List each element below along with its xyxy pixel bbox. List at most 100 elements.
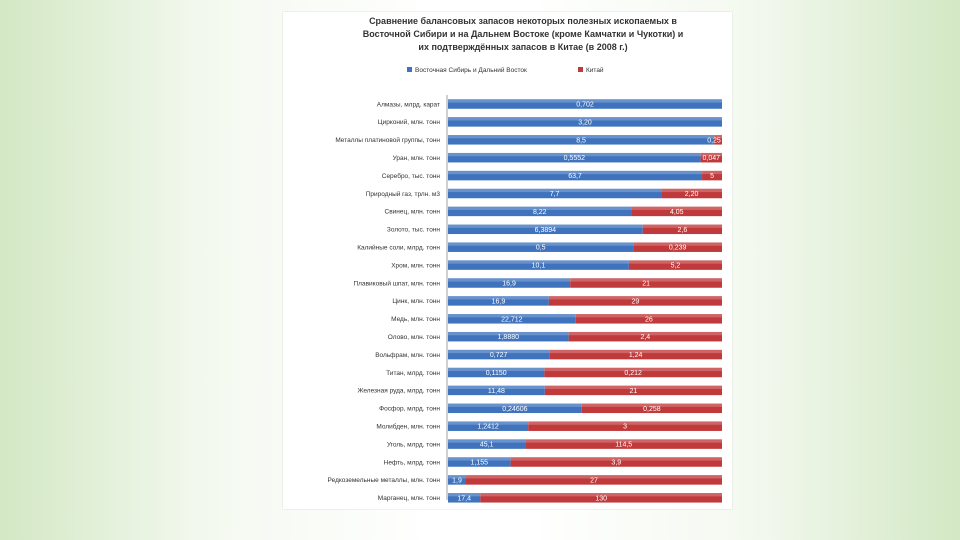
bar-gloss bbox=[448, 242, 722, 246]
category-label: Нефть, млрд. тонн bbox=[384, 459, 441, 466]
bar-series1 bbox=[448, 296, 549, 306]
bar-gloss bbox=[448, 135, 722, 139]
value-label-series2: 2,20 bbox=[685, 191, 699, 198]
bar-gloss bbox=[448, 117, 722, 121]
bar-series1 bbox=[448, 493, 481, 503]
value-label-series1: 0,702 bbox=[576, 102, 594, 109]
legend-swatch-series1 bbox=[407, 67, 412, 72]
bar-gloss bbox=[448, 99, 722, 103]
value-label-series1: 0,5552 bbox=[564, 155, 586, 162]
bar-gloss bbox=[448, 439, 722, 443]
value-label-series2: 2,4 bbox=[640, 334, 650, 341]
bar-series2 bbox=[628, 260, 722, 270]
bar-gloss bbox=[448, 188, 722, 193]
bar-gloss bbox=[448, 224, 722, 228]
bar-gloss bbox=[448, 152, 722, 157]
category-label: Цинк, млн. тонн bbox=[392, 298, 440, 305]
bar-gloss bbox=[448, 457, 722, 461]
bar-series2 bbox=[528, 421, 722, 431]
value-label-series2: 0,212 bbox=[624, 370, 642, 377]
value-label-series2: 2,6 bbox=[678, 227, 688, 234]
bar-series2 bbox=[575, 314, 722, 324]
value-label-series2: 27 bbox=[590, 477, 598, 484]
category-label: Уран, млн. тонн bbox=[393, 155, 441, 162]
bar-series1 bbox=[448, 421, 529, 431]
bar-gloss bbox=[448, 170, 722, 175]
bar-gloss bbox=[448, 278, 722, 282]
value-label-series1: 3,20 bbox=[578, 119, 592, 126]
bar-series1 bbox=[448, 367, 545, 378]
value-label-series1: 6,3894 bbox=[535, 227, 557, 234]
value-label-series2: 3,9 bbox=[611, 460, 621, 467]
category-label: Свинец, млн. тонн bbox=[385, 209, 441, 216]
category-label: Молибден, млн. тонн bbox=[376, 423, 440, 431]
category-label: Хром, млн. тонн bbox=[391, 262, 440, 269]
bar-gloss bbox=[448, 385, 722, 389]
category-label: Серебро, тыс. тонн bbox=[382, 172, 441, 180]
bar-series2 bbox=[631, 206, 722, 217]
legend-swatch-series2 bbox=[578, 67, 583, 72]
category-label: Природный газ, трлн. м3 bbox=[366, 190, 441, 198]
value-label-series1: 63,7 bbox=[568, 173, 582, 180]
value-label-series1: 8,22 bbox=[533, 209, 547, 216]
bar-gloss bbox=[448, 475, 722, 479]
category-label: Медь, млн. тонн bbox=[391, 316, 440, 323]
bar-gloss bbox=[448, 206, 722, 210]
chart-svg: Сравнение балансовых запасов некоторых п… bbox=[328, 16, 722, 503]
value-label-series2: 130 bbox=[595, 495, 607, 502]
value-label-series1: 0,727 bbox=[490, 352, 508, 359]
value-label-series2: 21 bbox=[630, 388, 638, 395]
bar-series2 bbox=[581, 403, 722, 414]
value-label-series1: 1,8880 bbox=[498, 334, 520, 341]
bar-gloss bbox=[448, 403, 722, 407]
bar-series1 bbox=[448, 278, 571, 288]
bar-series1 bbox=[448, 260, 629, 270]
bar-series2 bbox=[549, 349, 722, 360]
value-label-series1: 7,7 bbox=[550, 191, 560, 198]
value-label-series2: 4,05 bbox=[670, 209, 684, 216]
category-label: Алмазы, млрд. карат bbox=[377, 101, 440, 108]
bar-series1 bbox=[448, 242, 634, 252]
value-label-series2: 3 bbox=[623, 424, 627, 431]
bar-series2 bbox=[661, 188, 722, 199]
bar-series1 bbox=[448, 314, 576, 324]
bar-series2 bbox=[702, 170, 722, 181]
value-label-series2: 21 bbox=[642, 281, 650, 288]
category-label: Вольфрам, млн. тонн bbox=[375, 352, 440, 359]
chart-image: Сравнение балансовых запасов некоторых п… bbox=[283, 12, 732, 509]
value-label-series2: 0,047 bbox=[703, 155, 721, 162]
bar-series1 bbox=[448, 224, 643, 235]
value-label-series2: 1,24 bbox=[629, 352, 643, 359]
bar-series2 bbox=[544, 367, 722, 378]
category-label: Золото, тыс. тонн bbox=[387, 227, 440, 234]
chart-title-line-1: Сравнение балансовых запасов некоторых п… bbox=[369, 16, 677, 26]
legend-label-series2: Китай bbox=[586, 66, 604, 74]
bar-series1 bbox=[448, 117, 722, 127]
bar-series1 bbox=[448, 457, 511, 467]
category-label: Марганец, млн. тонн bbox=[378, 495, 441, 502]
chart-title-line-3: их подтверждённых запасов в Китае (в 200… bbox=[418, 42, 627, 52]
bar-series1 bbox=[448, 188, 662, 199]
value-label-series2: 29 bbox=[632, 298, 640, 305]
bar-series1 bbox=[448, 385, 545, 396]
bar-series2 bbox=[714, 135, 722, 145]
bar-series2 bbox=[544, 385, 722, 396]
value-label-series1: 0,24606 bbox=[502, 406, 527, 413]
bar-series1 bbox=[448, 439, 526, 449]
value-label-series2: 5,2 bbox=[671, 263, 681, 270]
value-label-series1: 0,1150 bbox=[486, 370, 507, 377]
value-label-series2: 0,258 bbox=[643, 406, 661, 413]
bar-series2 bbox=[525, 439, 722, 449]
category-label: Уголь, млрд. тонн bbox=[387, 441, 441, 448]
bar-gloss bbox=[448, 493, 722, 497]
category-label: Титан, млрд. тонн bbox=[386, 370, 440, 377]
bar-gloss bbox=[448, 349, 722, 354]
value-label-series1: 10,1 bbox=[532, 263, 546, 270]
category-label: Фосфор, млрд. тонн bbox=[379, 406, 440, 413]
value-label-series1: 1,9 bbox=[452, 477, 462, 484]
value-label-series1: 17,4 bbox=[457, 495, 471, 502]
value-label-series1: 16,9 bbox=[502, 281, 516, 288]
category-label: Редкоземельные металлы, млн. тонн bbox=[328, 477, 441, 484]
bar-series2 bbox=[642, 224, 722, 235]
category-label: Железная руда, млрд. тонн bbox=[357, 388, 440, 395]
